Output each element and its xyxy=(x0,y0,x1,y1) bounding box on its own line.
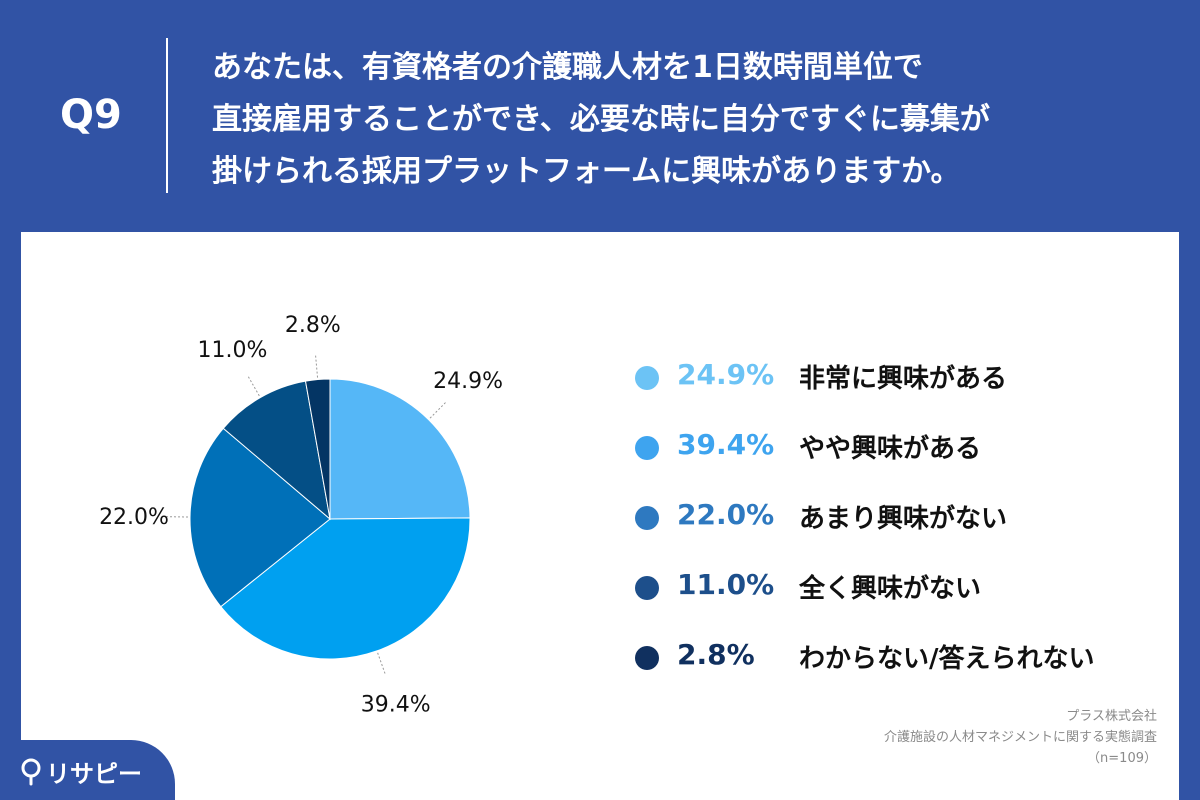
legend-label: わからない/答えられない xyxy=(799,644,1095,674)
leader-line-dont-know xyxy=(314,353,319,378)
question-line-2: 直接雇用することができ、必要な時に自分ですぐに募集が xyxy=(212,102,990,137)
leader-line-somewhat-interested xyxy=(377,652,387,676)
legend-dot xyxy=(635,436,659,460)
data-label-somewhat-interested: 39.4% xyxy=(361,693,431,718)
pie-slice-not-very-interested xyxy=(189,427,331,608)
source-survey: 介護施設の人材マネジメントに関する実態調査 xyxy=(883,730,1157,745)
leader-line-not-interested xyxy=(246,374,260,397)
source-company: プラス株式会社 xyxy=(1066,709,1157,724)
logo-text: リサピー xyxy=(46,760,142,788)
legend-percent: 24.9% xyxy=(677,358,775,391)
legend-percent: 11.0% xyxy=(677,568,775,601)
legend-dot xyxy=(635,576,659,600)
legend-item-dont-know: 2.8% わからない/答えられない xyxy=(635,630,1175,700)
data-label-not-interested: 11.0% xyxy=(197,338,267,363)
legend-label: 非常に興味がある xyxy=(799,364,1008,394)
data-label-very-interested: 24.9% xyxy=(433,369,503,394)
legend-dot xyxy=(635,646,659,670)
pie-slice-somewhat-interested xyxy=(220,517,471,660)
legend-dot xyxy=(635,506,659,530)
legend-item-somewhat-interested: 39.4% やや興味がある xyxy=(635,420,1175,490)
pie-chart: 24.9% 39.4% 22.0% 11.0% 2.8% xyxy=(99,313,503,718)
brand-logo: リサピー xyxy=(0,740,175,800)
legend-item-very-interested: 24.9% 非常に興味がある xyxy=(635,350,1175,420)
legend-item-not-interested: 11.0% 全く興味がない xyxy=(635,560,1175,630)
legend-percent: 22.0% xyxy=(677,498,775,531)
pie-slice-not-interested xyxy=(222,380,331,521)
question-line-1: あなたは、有資格者の介護職人材を1日数時間単位で xyxy=(212,50,923,85)
header: Q9 あなたは、有資格者の介護職人材を1日数時間単位で 直接雇用することができ、… xyxy=(0,0,1200,232)
pie-slice-dont-know xyxy=(304,378,331,520)
data-label-dont-know: 2.8% xyxy=(285,313,341,338)
legend-percent: 39.4% xyxy=(677,428,775,461)
question-line-3: 掛けられる採用プラットフォームに興味がありますか。 xyxy=(212,154,961,189)
leader-line-very-interested xyxy=(429,400,448,419)
legend: 24.9% 非常に興味がある 39.4% やや興味がある 22.0% あまり興味… xyxy=(635,350,1175,700)
source-note: プラス株式会社 介護施設の人材マネジメントに関する実態調査 （n=109） xyxy=(884,706,1157,769)
legend-label: あまり興味がない xyxy=(799,504,1008,534)
question-text: あなたは、有資格者の介護職人材を1日数時間単位で 直接雇用することができ、必要な… xyxy=(212,42,1172,198)
header-divider xyxy=(166,38,168,193)
chart-panel: 24.9% 39.4% 22.0% 11.0% 2.8% 24.9% 非常に興味がある … xyxy=(21,232,1179,800)
legend-percent: 2.8% xyxy=(677,638,755,671)
legend-label: やや興味がある xyxy=(799,434,982,464)
legend-item-not-very-interested: 22.0% あまり興味がない xyxy=(635,490,1175,560)
location-pin-icon xyxy=(21,758,41,786)
question-number: Q9 xyxy=(60,92,122,138)
pie-slice-very-interested xyxy=(329,378,471,520)
legend-dot xyxy=(635,366,659,390)
legend-label: 全く興味がない xyxy=(799,574,982,604)
data-label-not-very-interested: 22.0% xyxy=(99,505,169,530)
source-sample-size: （n=109） xyxy=(1087,751,1157,766)
